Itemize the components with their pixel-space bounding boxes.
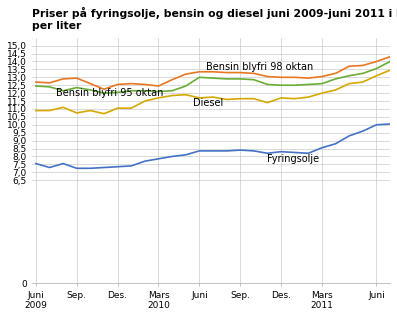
Text: Bensin blyfri 95 oktan: Bensin blyfri 95 oktan <box>56 88 164 98</box>
Text: Fyringsolje: Fyringsolje <box>268 154 320 164</box>
Text: Bensin blyfri 98 oktan: Bensin blyfri 98 oktan <box>206 62 313 72</box>
Text: Diesel: Diesel <box>193 98 223 108</box>
Text: Priser på fyringsolje, bensin og diesel juni 2009-juni 2011 i kroner
per liter: Priser på fyringsolje, bensin og diesel … <box>32 7 397 31</box>
